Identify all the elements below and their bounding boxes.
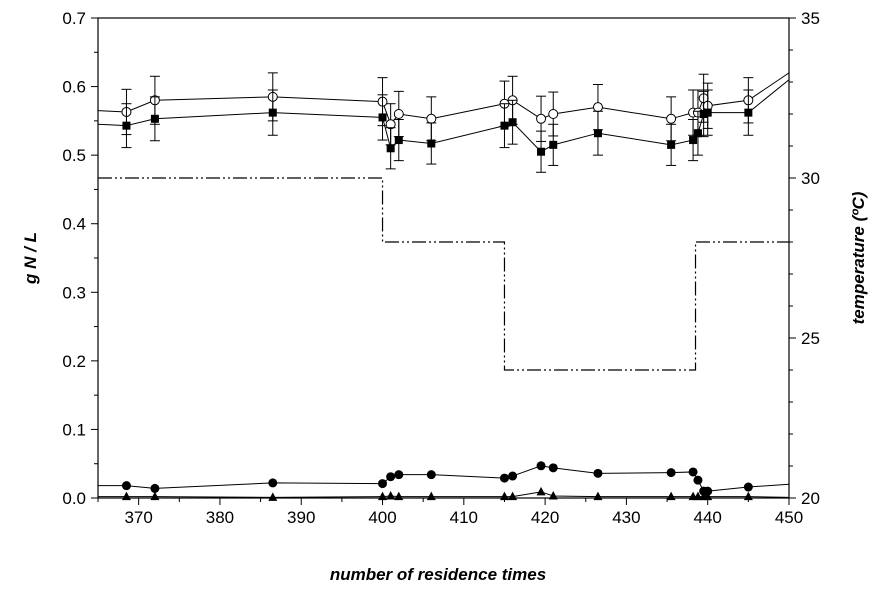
series-filled-triangle — [98, 486, 790, 501]
plot-frame — [97, 17, 790, 499]
data-point — [394, 470, 404, 480]
data-point — [693, 475, 703, 485]
x-tick-label: 420 — [531, 508, 559, 527]
data-point — [593, 468, 603, 478]
data-point — [593, 491, 603, 501]
y-tick-label: 0.1 — [62, 420, 86, 439]
series-filled-square — [97, 79, 790, 173]
data-point — [150, 114, 159, 123]
x-tick-label: 450 — [775, 508, 803, 527]
data-point — [703, 486, 713, 496]
data-series — [97, 72, 790, 501]
series-line — [98, 491, 790, 498]
x-tick-label: 370 — [124, 508, 152, 527]
data-point — [744, 108, 753, 117]
data-point — [666, 468, 676, 478]
data-point — [693, 491, 703, 501]
data-point — [122, 121, 131, 130]
series-open-circle — [97, 72, 790, 146]
y-tick-label: 0.7 — [62, 9, 86, 28]
y2-tick-label: 25 — [801, 329, 820, 348]
data-point — [549, 140, 558, 149]
x-tick-label: 390 — [287, 508, 315, 527]
data-point — [666, 113, 677, 124]
data-point — [508, 118, 517, 127]
y2-axis-title: temperature (ºC) — [849, 191, 868, 324]
data-point — [508, 471, 518, 481]
data-point — [268, 108, 277, 117]
data-point — [378, 491, 388, 501]
data-point — [386, 490, 396, 500]
y-tick-label: 0.2 — [62, 352, 86, 371]
data-point — [427, 139, 436, 148]
data-point — [426, 470, 436, 480]
x-tick-label: 440 — [694, 508, 722, 527]
temperature-profile — [98, 177, 789, 371]
data-point — [426, 113, 437, 124]
data-point — [268, 478, 278, 488]
y2-tick-label: 30 — [801, 169, 820, 188]
data-point — [386, 472, 396, 482]
series-line — [98, 465, 790, 492]
data-point — [548, 463, 558, 473]
data-point — [699, 110, 708, 118]
data-point — [703, 108, 712, 117]
data-point — [693, 129, 702, 138]
data-point — [592, 102, 603, 113]
data-point — [548, 490, 558, 500]
x-tick-label: 430 — [612, 508, 640, 527]
y-tick-label: 0.4 — [62, 215, 86, 234]
data-point — [548, 109, 559, 119]
data-point — [394, 491, 404, 501]
data-point — [536, 461, 546, 471]
data-point — [378, 479, 388, 489]
data-point — [268, 492, 278, 501]
axes: 370 380 390 400 410 420 430 440 450 0.0 0.1 0.2 0.3 0… — [62, 9, 820, 527]
data-point — [593, 129, 602, 138]
series-line — [97, 79, 790, 153]
x-tick-label: 410 — [450, 508, 478, 527]
y-tick-label: 0.5 — [62, 146, 86, 165]
data-point — [499, 491, 509, 501]
data-point — [703, 491, 713, 501]
y-tick-label: 0.0 — [62, 489, 86, 508]
data-point — [536, 486, 546, 496]
data-point — [393, 109, 404, 119]
data-point — [426, 491, 436, 501]
data-point — [689, 136, 698, 145]
data-point — [121, 491, 131, 501]
data-point — [508, 491, 518, 501]
data-point — [394, 136, 403, 145]
data-point — [386, 144, 395, 153]
y-axis-title: g N / L — [21, 232, 40, 285]
data-point — [743, 482, 753, 492]
y-tick-label: 0.6 — [62, 78, 86, 97]
data-point — [150, 483, 160, 493]
temperature-line — [98, 177, 789, 371]
data-point — [536, 113, 547, 124]
data-point — [500, 121, 509, 130]
series-filled-circle — [98, 461, 790, 496]
data-point — [378, 113, 387, 122]
x-axis-title: number of residence times — [330, 565, 546, 584]
x-tick-label: 400 — [368, 508, 396, 527]
data-point — [688, 467, 698, 477]
data-point — [743, 491, 753, 501]
data-point — [537, 147, 546, 156]
data-point — [666, 491, 676, 501]
data-point — [499, 473, 509, 483]
y2-tick-label: 20 — [801, 489, 820, 508]
y2-tick-label: 35 — [801, 9, 820, 28]
data-point — [150, 491, 160, 501]
data-point — [667, 140, 676, 149]
x-tick-label: 380 — [206, 508, 234, 527]
y-tick-label: 0.3 — [62, 283, 86, 302]
data-point — [121, 481, 131, 491]
